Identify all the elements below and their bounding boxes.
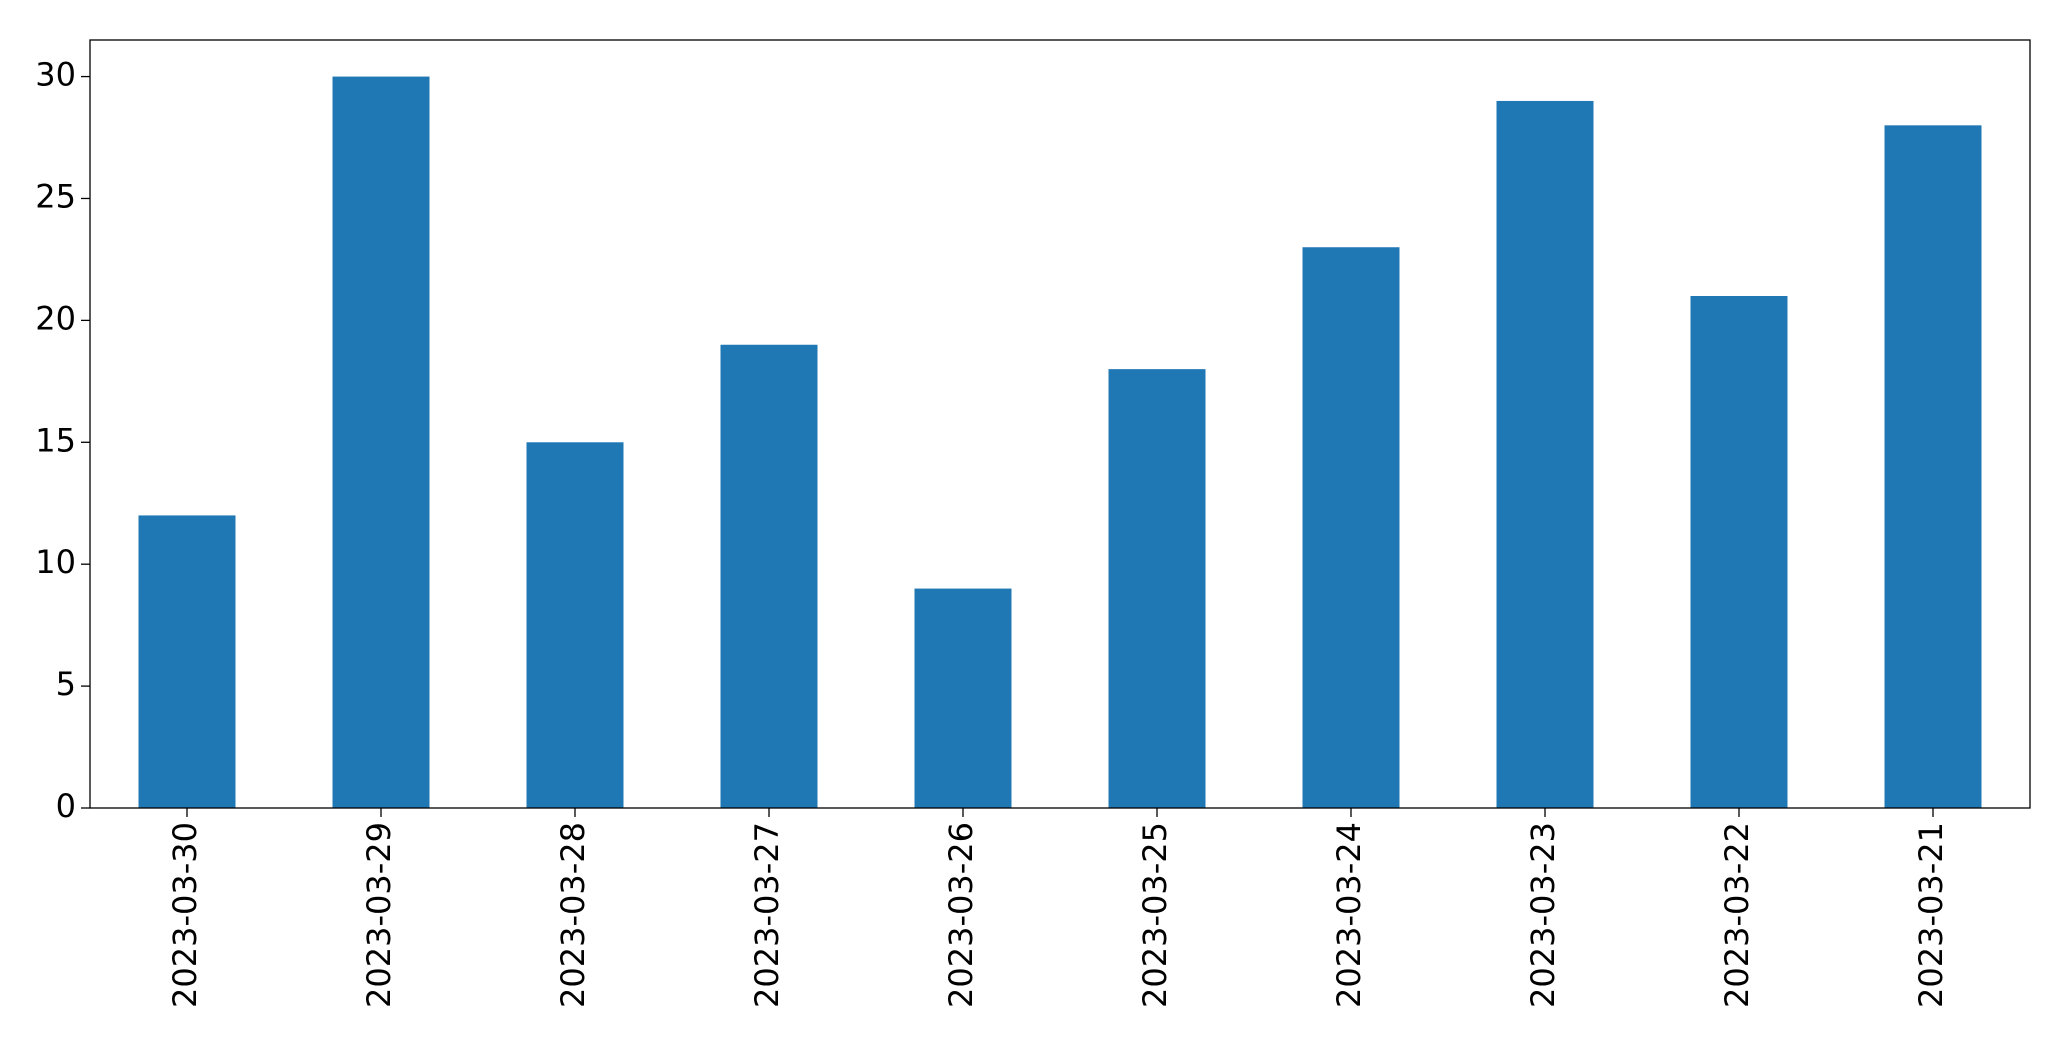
x-tick-label: 2023-03-28 (554, 822, 592, 1008)
bar (138, 515, 236, 808)
x-tick-label: 2023-03-21 (1912, 822, 1950, 1008)
plot-frame (89, 39, 2031, 809)
x-tick-label: 2023-03-22 (1718, 822, 1756, 1008)
x-tick-label: 2023-03-24 (1330, 822, 1368, 1008)
bar (1884, 125, 1982, 809)
bar (1690, 296, 1788, 808)
y-tick-label: 0 (56, 787, 76, 825)
bar (1302, 247, 1400, 808)
x-tick-label: 2023-03-25 (1136, 822, 1174, 1008)
y-tick-label: 5 (56, 665, 76, 703)
x-tick-label: 2023-03-26 (942, 822, 980, 1008)
y-tick-label: 25 (35, 177, 76, 215)
x-tick-label: 2023-03-23 (1524, 822, 1562, 1008)
y-tick-label: 30 (35, 56, 76, 94)
bar (720, 344, 818, 808)
bar (332, 76, 430, 809)
x-tick-label: 2023-03-29 (360, 822, 398, 1008)
x-tick-label: 2023-03-30 (166, 822, 204, 1008)
y-tick-label: 10 (35, 543, 76, 581)
x-tick-label: 2023-03-27 (748, 822, 786, 1008)
bar (526, 442, 624, 808)
bar (914, 588, 1012, 808)
bar (1496, 100, 1594, 808)
bar (1108, 369, 1206, 808)
y-tick-label: 15 (35, 421, 76, 459)
y-tick-label: 20 (35, 299, 76, 337)
